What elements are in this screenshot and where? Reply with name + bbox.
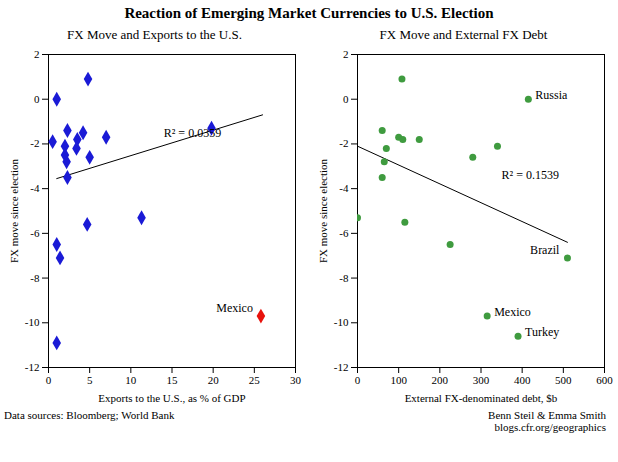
svg-text:2: 2 <box>34 48 40 60</box>
svg-text:-2: -2 <box>30 137 39 149</box>
svg-text:-12: -12 <box>334 361 349 373</box>
svg-text:Turkey: Turkey <box>525 325 559 339</box>
svg-text:20: 20 <box>208 374 220 386</box>
svg-text:0: 0 <box>355 374 361 386</box>
svg-text:2: 2 <box>343 48 349 60</box>
svg-text:Mexico: Mexico <box>216 301 253 315</box>
svg-text:-6: -6 <box>30 227 40 239</box>
svg-text:Mexico: Mexico <box>494 305 531 319</box>
svg-text:5: 5 <box>87 374 93 386</box>
svg-text:-4: -4 <box>339 182 349 194</box>
html-text:Data sources: Bloomberg; World: Data sources: Bloomberg; World Bank <box>4 409 175 421</box>
svg-text:-6: -6 <box>339 227 349 239</box>
svg-text:0: 0 <box>46 374 52 386</box>
svg-text:300: 300 <box>473 374 490 386</box>
svg-text:-8: -8 <box>30 272 40 284</box>
html-text:FX Move and External FX Debt: FX Move and External FX Debt <box>379 27 548 42</box>
svg-text:600: 600 <box>596 374 613 386</box>
svg-text:0: 0 <box>343 93 349 105</box>
svg-text:FX move since election: FX move since election <box>317 158 329 263</box>
svg-text:400: 400 <box>514 374 531 386</box>
html-text:Benn Steil & Emma Smith: Benn Steil & Emma Smith <box>488 409 606 421</box>
svg-text:-4: -4 <box>30 182 40 194</box>
svg-text:-10: -10 <box>334 316 349 328</box>
html-text:blogs.cfr.org/geographics: blogs.cfr.org/geographics <box>494 421 606 433</box>
svg-text:R² = 0.0359: R² = 0.0359 <box>164 126 221 140</box>
svg-text:-2: -2 <box>339 137 348 149</box>
svg-text:10: 10 <box>125 374 137 386</box>
html-text:FX Move and Exports to the U.S: FX Move and Exports to the U.S. <box>67 27 242 42</box>
html-text:Reaction of Emerging Market Cu: Reaction of Emerging Market Currencies t… <box>124 5 494 21</box>
svg-text:15: 15 <box>167 374 179 386</box>
svg-text:-10: -10 <box>25 316 40 328</box>
svg-text:100: 100 <box>390 374 407 386</box>
svg-text:FX move since election: FX move since election <box>8 158 20 263</box>
svg-text:-12: -12 <box>25 361 40 373</box>
svg-text:-8: -8 <box>339 272 349 284</box>
svg-text:External FX-denominated debt,: External FX-denominated debt, $b <box>405 392 558 404</box>
svg-text:30: 30 <box>290 374 302 386</box>
svg-text:500: 500 <box>555 374 572 386</box>
svg-text:0: 0 <box>34 93 40 105</box>
svg-text:R² = 0.1539: R² = 0.1539 <box>502 168 559 182</box>
svg-text:25: 25 <box>249 374 260 386</box>
svg-text:Brazil: Brazil <box>530 243 560 257</box>
svg-text:Exports to the U.S., as % of G: Exports to the U.S., as % of GDP <box>98 392 245 404</box>
svg-text:Russia: Russia <box>535 88 568 102</box>
svg-text:200: 200 <box>432 374 449 386</box>
